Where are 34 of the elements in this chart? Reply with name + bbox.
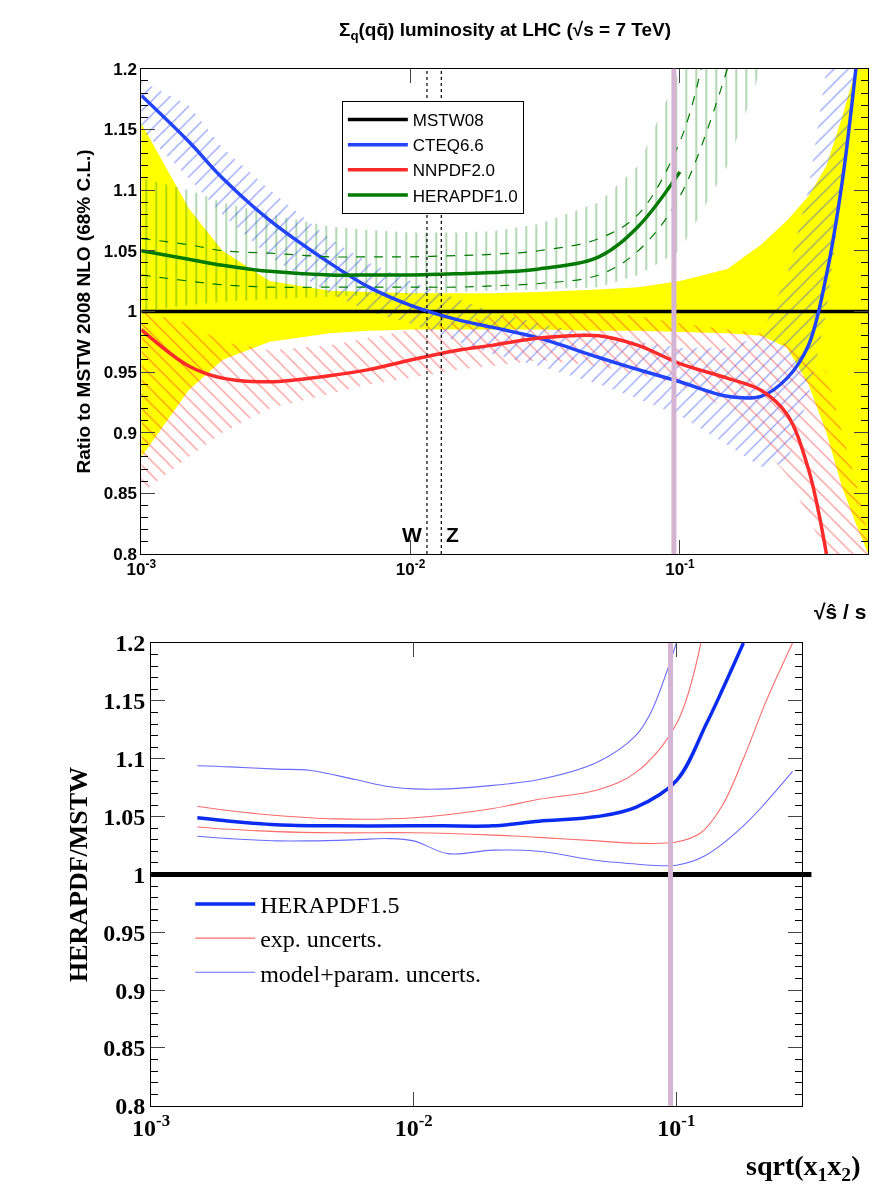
y-tick-label: 0.85 xyxy=(103,1035,146,1062)
y-axis-title: HERAPDF/MSTW xyxy=(63,766,93,983)
y-tick-label: 1.2 xyxy=(113,59,137,79)
chart-title: Σ$_{q}$(qq̄) luminosity at LHC (√s = 7 TeV) xyxy=(339,19,672,43)
y-tick-label: 1 xyxy=(127,302,137,322)
x-tick-label: 10$^{-1}$ xyxy=(657,1110,696,1141)
x-tick-label: 10$^{-2}$ xyxy=(394,1110,433,1141)
y-tick-label: 0.85 xyxy=(103,484,137,504)
y-tick-label: 1.05 xyxy=(103,241,137,261)
y-tick-label: 0.95 xyxy=(103,363,137,383)
legend-label: MSTW08 xyxy=(412,111,484,131)
y-tick-label: 1.1 xyxy=(115,746,146,773)
legend-label: HERAPDF1.5 xyxy=(260,892,400,919)
x-axis-title: sqrt(x$_{1}$x$_{2}$) xyxy=(746,1150,861,1185)
legend-label: CTEQ6.6 xyxy=(412,136,484,156)
y-tick-label: 1.15 xyxy=(103,120,137,140)
y-tick-label: 1.15 xyxy=(103,688,146,715)
x-tick-label: 10$^{-2}$ xyxy=(395,557,426,580)
y-axis-title: Ratio to MSTW 2008 NLO (68% C.L.) xyxy=(72,149,94,474)
ref-line-label: W xyxy=(402,523,422,546)
legend-label: HERAPDF1.0 xyxy=(412,186,518,206)
legend-label: exp. uncerts. xyxy=(260,926,383,953)
y-tick-label: 1.1 xyxy=(113,181,137,201)
legend-label: NNPDF2.0 xyxy=(412,161,496,181)
y-tick-label: 0.9 xyxy=(115,977,146,1004)
y-tick-label: 1.2 xyxy=(115,630,146,657)
y-tick-label: 1.05 xyxy=(103,804,146,830)
y-tick-label: 1 xyxy=(133,861,146,888)
ref-line-label: Z xyxy=(446,523,459,546)
legend-label: model+param. uncerts. xyxy=(260,960,481,987)
x-axis-title: √ŝ / s xyxy=(814,600,867,623)
y-tick-label: 0.95 xyxy=(103,919,146,946)
x-tick-label: 10$^{-1}$ xyxy=(665,557,696,580)
y-tick-label: 0.9 xyxy=(113,423,137,443)
